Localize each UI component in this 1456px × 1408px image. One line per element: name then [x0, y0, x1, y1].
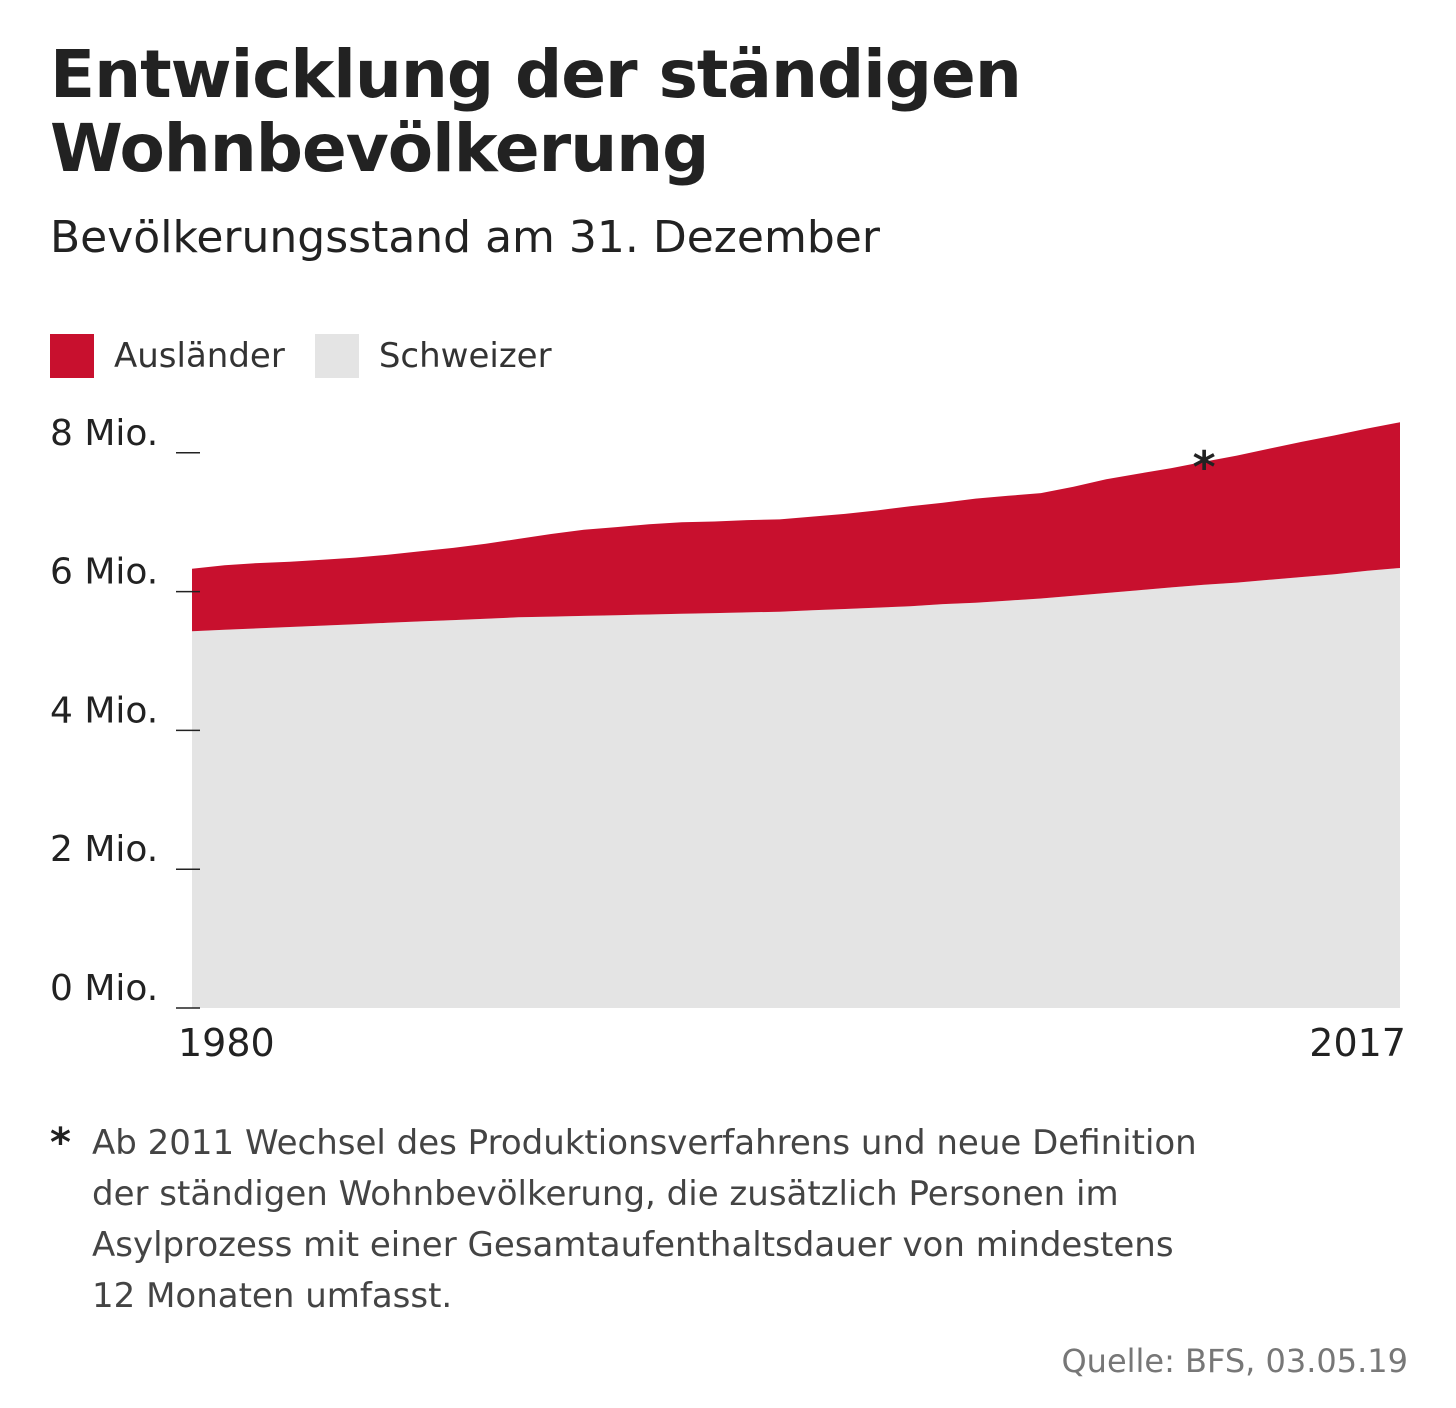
- area-chart: 0 Mio. 2 Mio. 4 Mio. 6 Mio. 8 Mio. 1980 2017 *: [50, 413, 1406, 1065]
- legend-label-schweizer: Schweizer: [378, 336, 552, 376]
- legend-swatch-schweizer: [314, 334, 359, 378]
- x-tick-label-start: 1980: [178, 1021, 275, 1065]
- footnote-marker: *: [50, 1120, 71, 1166]
- legend-item-schweizer: Schweizer: [314, 334, 552, 378]
- series-area-schweizer: [192, 568, 1400, 1008]
- y-tick-label: 4 Mio.: [50, 690, 158, 731]
- chart-subtitle: Bevölkerungsstand am 31. Dezember: [50, 212, 880, 263]
- y-tick-label: 6 Mio.: [50, 552, 158, 593]
- y-tick-label: 0 Mio.: [50, 968, 158, 1009]
- series-area-auslaender: [192, 422, 1400, 632]
- legend-label-auslaender: Ausländer: [114, 336, 285, 376]
- legend-item-auslaender: Ausländer: [50, 334, 285, 378]
- footnote: * Ab 2011 Wechsel des Produktionsverfahr…: [50, 1118, 1300, 1322]
- y-tick-label: 2 Mio.: [50, 829, 158, 870]
- legend-swatch-auslaender: [50, 334, 94, 378]
- annotation-asterisk: *: [1193, 442, 1216, 493]
- chart-title: Entwicklung der ständigen Wohnbevölkerun…: [50, 36, 1022, 187]
- footnote-text: Ab 2011 Wechsel des Produktionsverfahren…: [92, 1123, 1197, 1316]
- source-note: Quelle: BFS, 03.05.19: [1061, 1342, 1408, 1380]
- legend: Ausländer Schweizer: [50, 334, 582, 378]
- y-tick-label: 8 Mio.: [50, 413, 158, 454]
- x-tick-label-end: 2017: [1309, 1021, 1406, 1065]
